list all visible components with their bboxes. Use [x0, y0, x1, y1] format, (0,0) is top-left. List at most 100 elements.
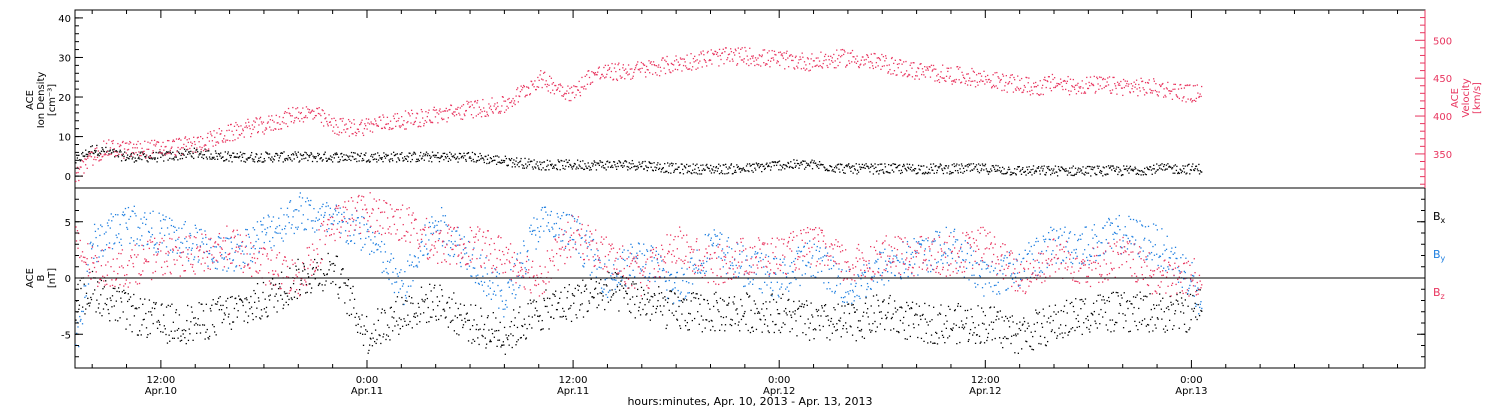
- data-point: [1141, 169, 1143, 172]
- data-point: [695, 68, 697, 70]
- data-point: [423, 254, 425, 256]
- data-point: [1042, 93, 1044, 96]
- data-point: [211, 158, 213, 160]
- data-point: [1088, 328, 1090, 330]
- data-point: [879, 323, 881, 325]
- data-point: [159, 220, 162, 222]
- data-point: [398, 159, 401, 162]
- data-point: [592, 165, 594, 167]
- data-point: [827, 55, 830, 57]
- data-point: [920, 318, 922, 321]
- data-point: [317, 152, 319, 155]
- data-point: [1168, 165, 1171, 167]
- data-point: [380, 127, 383, 130]
- data-point: [565, 165, 567, 167]
- data-point: [313, 157, 315, 159]
- data-point: [304, 116, 306, 119]
- data-point: [510, 320, 513, 323]
- data-point: [170, 147, 172, 150]
- data-point: [380, 158, 383, 160]
- data-point: [424, 299, 426, 301]
- data-point: [1102, 77, 1104, 80]
- data-point: [206, 328, 208, 331]
- data-point: [648, 60, 650, 62]
- data-point: [467, 152, 469, 154]
- data-point: [84, 285, 87, 287]
- data-point: [275, 128, 277, 130]
- data-point: [952, 171, 954, 174]
- data-point: [541, 86, 543, 89]
- data-point: [257, 297, 260, 299]
- data-point: [257, 130, 259, 133]
- data-point: [852, 172, 854, 174]
- data-point: [191, 142, 193, 145]
- data-point: [1051, 329, 1053, 331]
- data-point: [770, 57, 773, 59]
- data-point: [175, 311, 177, 314]
- data-point: [250, 259, 252, 262]
- data-point: [210, 310, 212, 312]
- data-point: [377, 244, 380, 246]
- data-point: [745, 170, 747, 172]
- data-point: [896, 309, 899, 311]
- data-point: [221, 321, 223, 324]
- data-point: [371, 332, 373, 335]
- data-point: [568, 92, 570, 94]
- data-point: [157, 141, 159, 143]
- data-point: [750, 62, 752, 65]
- data-point: [240, 267, 242, 270]
- data-point: [868, 167, 870, 170]
- data-point: [648, 301, 650, 303]
- data-point: [754, 57, 757, 59]
- data-point: [124, 292, 127, 294]
- data-point: [1120, 170, 1122, 172]
- data-point: [631, 283, 633, 285]
- data-point: [443, 118, 445, 120]
- data-point: [441, 289, 443, 291]
- data-point: [430, 156, 432, 158]
- data-point: [1140, 77, 1142, 80]
- data-point: [836, 323, 838, 325]
- data-point: [1132, 91, 1135, 93]
- data-point: [139, 154, 141, 157]
- data-point: [869, 171, 871, 173]
- data-point: [177, 238, 179, 240]
- data-point: [331, 263, 333, 265]
- data-point: [343, 154, 345, 156]
- data-point: [352, 156, 354, 158]
- data-point: [76, 166, 79, 169]
- data-point: [1158, 167, 1161, 169]
- data-point: [355, 158, 357, 160]
- data-point: [436, 296, 438, 298]
- data-point: [1050, 315, 1052, 318]
- data-point: [711, 168, 713, 170]
- data-point: [589, 83, 592, 85]
- data-point: [785, 52, 787, 54]
- data-point: [1086, 76, 1088, 79]
- data-point: [941, 334, 944, 337]
- data-point: [1077, 314, 1079, 316]
- data-point: [759, 165, 761, 168]
- data-point: [997, 165, 999, 167]
- data-point: [744, 46, 746, 49]
- data-point: [1175, 299, 1177, 301]
- data-point: [438, 238, 440, 240]
- data-point: [579, 91, 581, 93]
- data-point: [1138, 321, 1141, 323]
- data-point: [184, 237, 186, 240]
- data-point: [118, 291, 120, 293]
- data-point: [1000, 78, 1002, 81]
- data-point: [957, 68, 960, 70]
- data-point: [785, 164, 787, 166]
- data-point: [903, 165, 905, 167]
- data-point: [1178, 172, 1180, 175]
- data-point: [109, 153, 111, 156]
- data-point: [983, 323, 985, 325]
- data-point: [240, 160, 242, 162]
- data-point: [627, 166, 630, 168]
- data-point: [940, 71, 942, 73]
- data-point: [502, 96, 504, 98]
- data-point: [277, 300, 279, 302]
- data-point: [1003, 320, 1005, 322]
- data-point: [231, 161, 233, 163]
